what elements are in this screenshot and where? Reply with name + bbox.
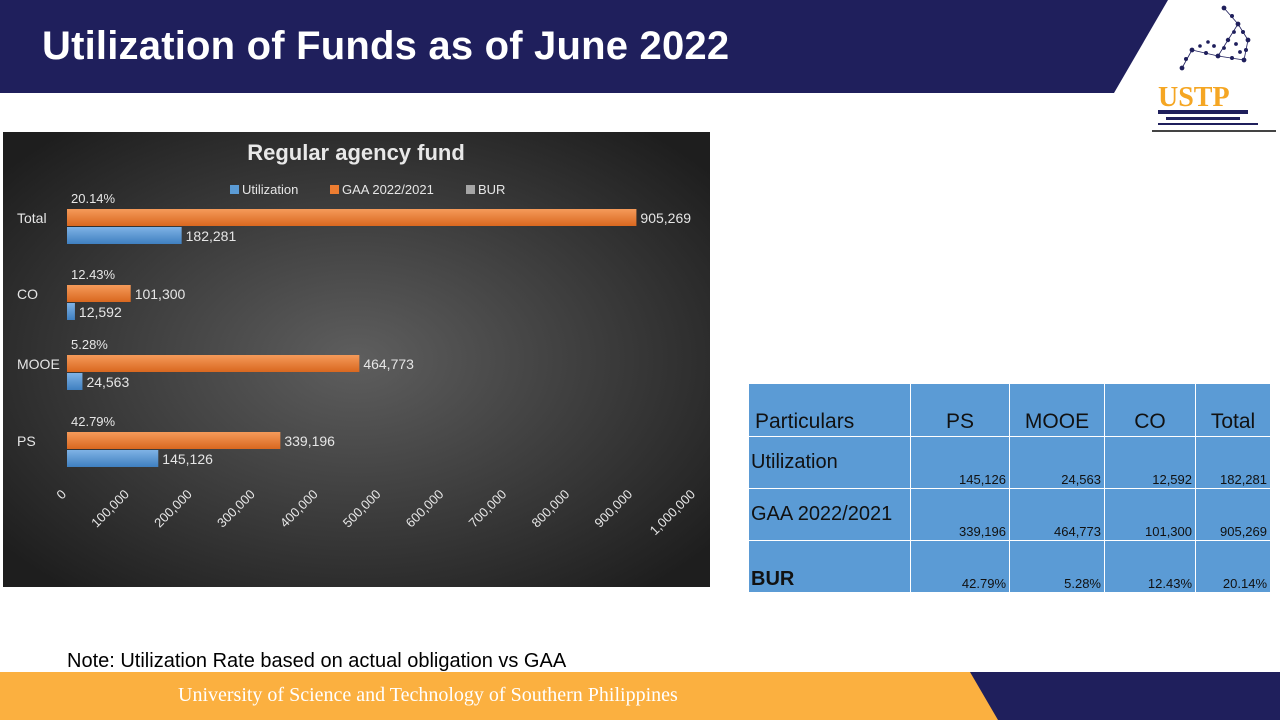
- header-total: Total: [1195, 383, 1271, 437]
- bar-utilization: [67, 450, 159, 467]
- chart-title: Regular agency fund: [247, 140, 465, 165]
- table-cell: 5.28%: [1009, 540, 1105, 593]
- footer-university-name: University of Science and Technology of …: [178, 684, 678, 706]
- logo-wordmark: USTP: [1158, 82, 1230, 113]
- header-co: CO: [1104, 383, 1196, 437]
- bar-gaa: [67, 285, 131, 302]
- value-label-bur: 5.28%: [71, 337, 108, 352]
- legend-label: GAA 2022/2021: [342, 182, 434, 197]
- value-label-gaa: 101,300: [135, 286, 186, 302]
- bar-chart: Regular agency fund Utilization GAA 2022/…: [3, 132, 710, 587]
- legend-swatch: [330, 185, 339, 194]
- header-band: [0, 0, 1168, 93]
- table-cell: 145,126: [910, 436, 1010, 489]
- category-label: PS: [17, 433, 36, 449]
- table-header-row: Particulars PS MOOE CO Total: [748, 383, 1271, 437]
- funds-table: Particulars PS MOOE CO Total Utilization…: [748, 383, 1271, 593]
- row-label: BUR: [748, 540, 911, 593]
- table-row: Utilization 145,126 24,563 12,592 182,28…: [748, 436, 1271, 489]
- footnote: Note: Utilization Rate based on actual o…: [67, 650, 567, 672]
- header-ps: PS: [910, 383, 1010, 437]
- value-label-utilization: 145,126: [162, 451, 213, 467]
- table-row: BUR 42.79% 5.28% 12.43% 20.14%: [748, 540, 1271, 593]
- table-cell: 20.14%: [1195, 540, 1271, 593]
- constellation-icon: [1179, 5, 1251, 71]
- table-cell: 24,563: [1009, 436, 1105, 489]
- table-cell: 339,196: [910, 488, 1010, 541]
- header-particulars: Particulars: [748, 383, 911, 437]
- legend-label: Utilization: [242, 182, 298, 197]
- table-cell: 182,281: [1195, 436, 1271, 489]
- bar-utilization: [67, 303, 75, 320]
- value-label-bur: 42.79%: [71, 414, 116, 429]
- value-label-utilization: 12,592: [79, 304, 122, 320]
- chart-panel: Regular agency fund Utilization GAA 2022/…: [3, 132, 710, 587]
- row-label: GAA 2022/2021: [748, 488, 911, 541]
- legend-label: BUR: [478, 182, 505, 197]
- table-cell: 464,773: [1009, 488, 1105, 541]
- legend: Utilization GAA 2022/2021 BUR: [230, 182, 505, 197]
- category-label: MOOE: [17, 356, 60, 372]
- value-labels: 905,269 182,281 20.14% 101,300 12,592 12.43% 4…: [71, 191, 691, 467]
- value-label-utilization: 24,563: [86, 374, 129, 390]
- category-label: Total: [17, 210, 47, 226]
- slide-title: Utilization of Funds as of June 2022: [42, 24, 730, 68]
- row-label: Utilization: [748, 436, 911, 489]
- table-row: GAA 2022/2021 339,196 464,773 101,300 90…: [748, 488, 1271, 541]
- table-cell: 905,269: [1195, 488, 1271, 541]
- table-cell: 12,592: [1104, 436, 1196, 489]
- bars: [67, 209, 637, 467]
- value-label-bur: 12.43%: [71, 267, 116, 282]
- category-label: CO: [17, 286, 38, 302]
- footer-band: [0, 672, 1280, 720]
- bar-gaa: [67, 432, 281, 449]
- bar-gaa: [67, 355, 360, 372]
- value-label-gaa: 464,773: [363, 356, 414, 372]
- value-label-gaa: 339,196: [284, 433, 335, 449]
- header-mooe: MOOE: [1009, 383, 1105, 437]
- legend-swatch: [230, 185, 239, 194]
- table-cell: 42.79%: [910, 540, 1010, 593]
- bar-utilization: [67, 227, 182, 244]
- category-labels: Total CO MOOE PS: [17, 210, 60, 449]
- bar-gaa: [67, 209, 637, 226]
- value-label-bur: 20.14%: [71, 191, 116, 206]
- table-cell: 12.43%: [1104, 540, 1196, 593]
- ustp-logo: USTP: [1152, 5, 1276, 132]
- value-label-gaa: 905,269: [640, 210, 691, 226]
- table-cell: 101,300: [1104, 488, 1196, 541]
- bar-utilization: [67, 373, 83, 390]
- legend-swatch: [466, 185, 475, 194]
- value-label-utilization: 182,281: [186, 228, 237, 244]
